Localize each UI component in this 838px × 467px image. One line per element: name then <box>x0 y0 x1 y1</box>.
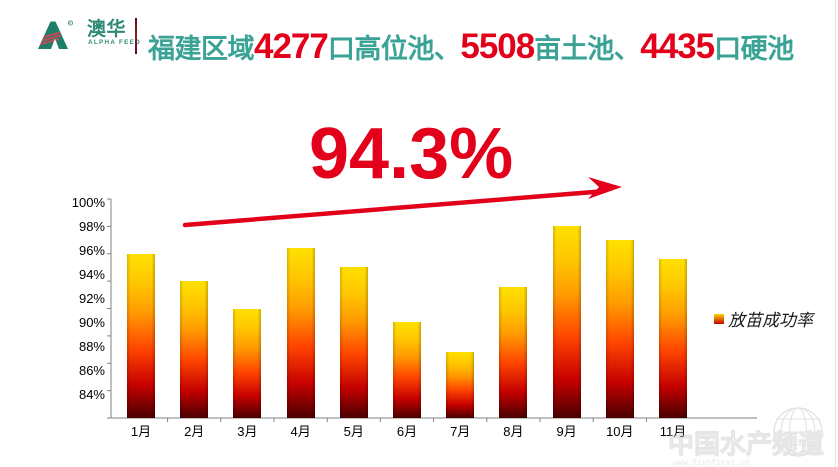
svg-text:www.fishfirst.cn: www.fishfirst.cn <box>673 459 750 467</box>
svg-text:中国水产频道: 中国水产频道 <box>668 429 824 459</box>
